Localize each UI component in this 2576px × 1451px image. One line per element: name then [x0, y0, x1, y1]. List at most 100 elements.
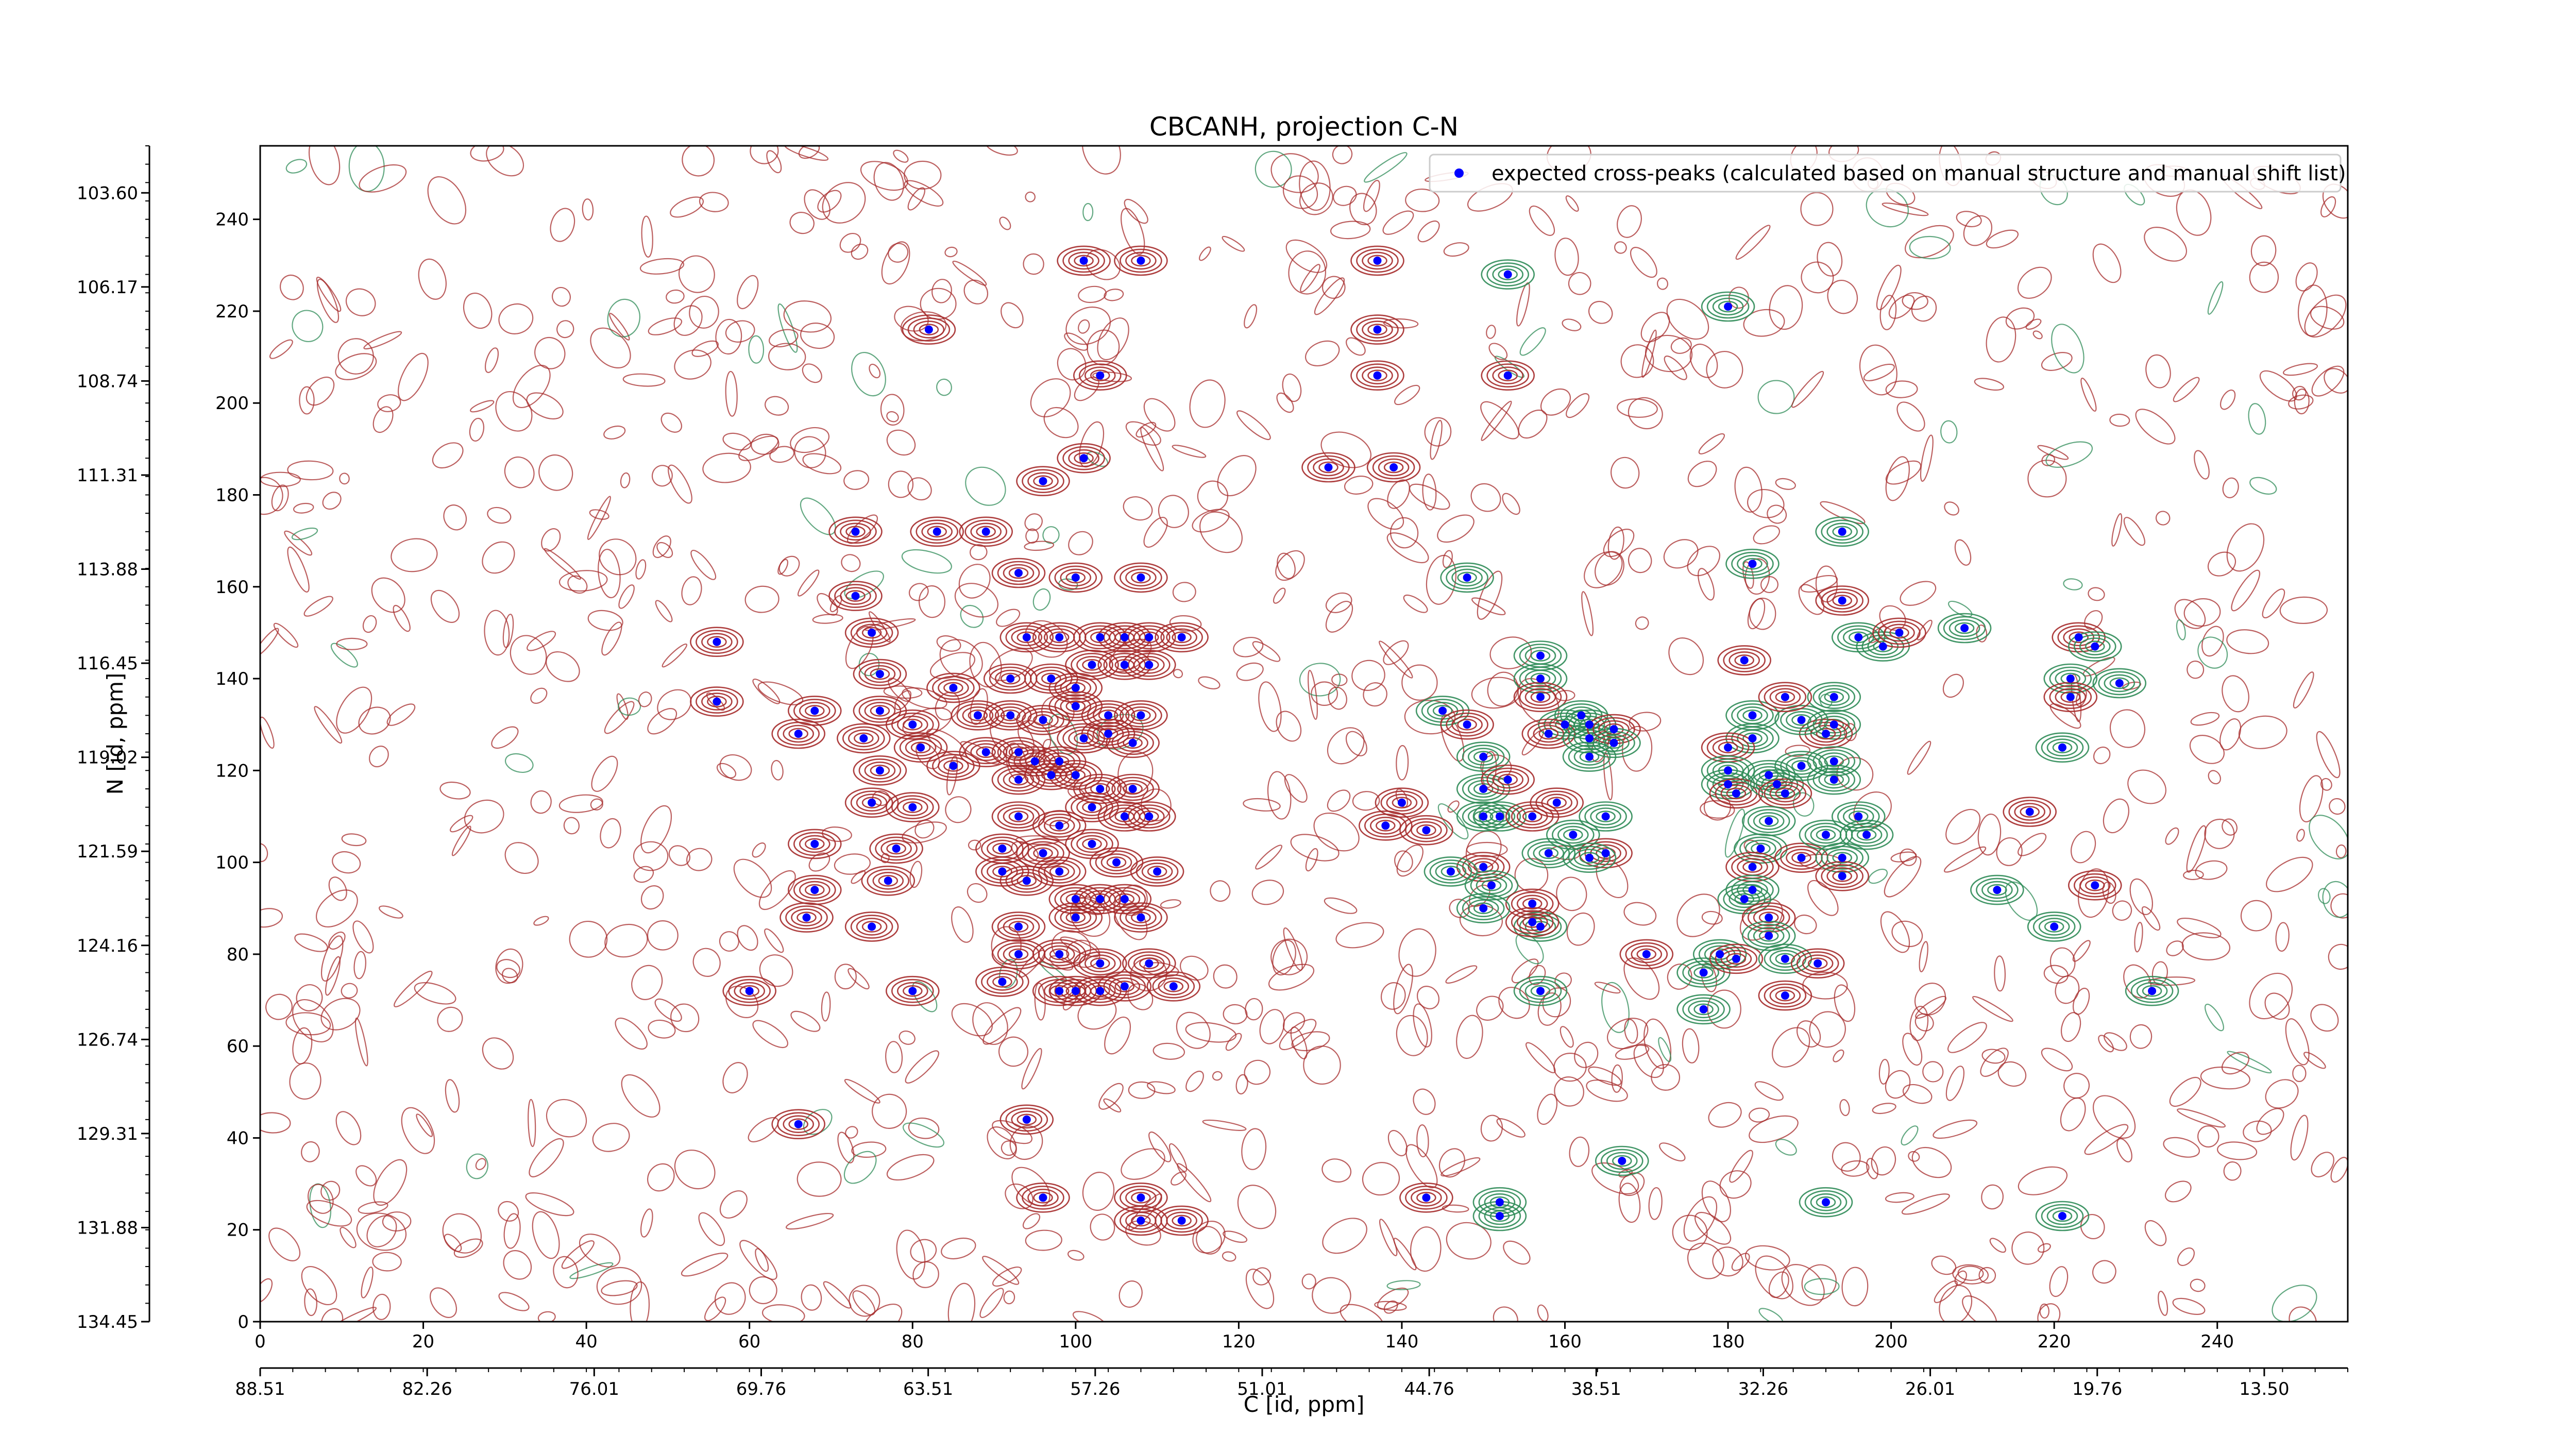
noise-contour [817, 190, 842, 213]
noise-contour [748, 335, 765, 364]
noise-contour [1009, 1125, 1043, 1160]
noise-contour [1241, 1128, 1267, 1170]
noise-contour [1127, 983, 1154, 1010]
noise-contour [1880, 911, 1910, 953]
noise-contour [1896, 401, 1925, 432]
noise-contour [2037, 445, 2069, 460]
noise-contour [2158, 1290, 2168, 1316]
noise-contour [960, 741, 1000, 765]
noise-contour [532, 1211, 560, 1259]
noise-contour [768, 329, 799, 348]
cross-peak-contour [788, 829, 842, 859]
noise-contour [1308, 669, 1318, 720]
noise-contour [1386, 532, 1429, 564]
noise-contour [1176, 1011, 1211, 1049]
noise-contour [1617, 398, 1658, 418]
noise-contour [2018, 1166, 2068, 1195]
noise-contour [2272, 1285, 2317, 1322]
expected-cross-peak [2091, 642, 2099, 651]
expected-cross-peak [1822, 730, 1830, 738]
cross-peak-contour [1815, 585, 1869, 616]
noise-contour [1503, 1240, 1531, 1265]
expected-cross-peak [1039, 716, 1047, 724]
noise-contour [1082, 203, 1094, 222]
cross-peak-contour [1350, 314, 1404, 345]
expected-cross-peak [1561, 720, 1569, 729]
noise-contour [2282, 363, 2318, 376]
expected-cross-peak [713, 697, 721, 706]
cross-peak-contour [1595, 1145, 1649, 1176]
y-axis-ppm: 134.45 131.88 129.31 126.74 124.16 121.59 119.… [77, 145, 150, 1332]
cross-peak-contour [1114, 562, 1168, 593]
noise-contour [2197, 1125, 2219, 1148]
cross-peak-contour [1513, 975, 1568, 1006]
cross-peak-contour [1758, 980, 1812, 1011]
noise-contour [299, 386, 315, 415]
expected-cross-peak [1422, 826, 1431, 835]
noise-contour [1908, 1151, 1920, 1162]
cross-peak-contour [2035, 732, 2090, 763]
noise-contour [496, 959, 520, 978]
noise-contour [670, 196, 704, 218]
noise-contour [269, 339, 293, 359]
noise-contour [260, 628, 279, 657]
noise-contour [2222, 675, 2249, 713]
expected-cross-peak [1724, 743, 1733, 752]
y-ppm-tick-label: 124.16 [77, 936, 138, 956]
noise-contour [657, 689, 692, 720]
expected-cross-peak [868, 628, 876, 637]
noise-contour [1235, 1074, 1248, 1094]
noise-contour [1288, 250, 1327, 295]
expected-cross-peak [1145, 661, 1154, 669]
noise-contour [1335, 922, 1384, 949]
noise-contour [1618, 1183, 1641, 1223]
expected-cross-peak [1422, 1193, 1431, 1202]
noise-contour [498, 1292, 530, 1311]
noise-contour [894, 690, 912, 711]
expected-cross-peak [1137, 1193, 1145, 1202]
noise-contour [1417, 220, 1440, 243]
expected-cross-peak [1740, 656, 1749, 665]
expected-cross-peak [1797, 762, 1806, 770]
cross-peak-contour [1016, 1183, 1070, 1213]
y-index-tick-label: 180 [215, 485, 249, 505]
noise-contour [2112, 900, 2132, 921]
noise-contour [737, 925, 758, 951]
expected-cross-peak [1781, 693, 1789, 701]
y-index-tick-label: 200 [215, 393, 249, 414]
noise-contour [1986, 316, 2016, 363]
noise-contour [1312, 1277, 1351, 1314]
noise-contour [2303, 1052, 2326, 1069]
noise-contour [590, 798, 603, 811]
expected-cross-peak [1838, 596, 1846, 605]
noise-contour [2011, 1231, 2045, 1265]
noise-contour [352, 920, 374, 954]
noise-contour [690, 550, 717, 580]
noise-contour [896, 1229, 926, 1280]
noise-contour [2041, 1048, 2073, 1072]
cross-peak-contour [1717, 645, 1771, 676]
expected-cross-peak [868, 798, 876, 807]
y-axis-label: N [id, ppm] [103, 673, 128, 795]
noise-contour [666, 289, 685, 304]
noise-contour [2166, 940, 2184, 956]
cross-peak-contour [1146, 971, 1201, 1002]
noise-contour [1409, 483, 1450, 510]
noise-contour [2279, 596, 2328, 625]
noise-contour [1025, 1229, 1062, 1251]
expected-cross-peak [1088, 661, 1096, 669]
noise-contour [1832, 1142, 1861, 1172]
noise-contour [1340, 1304, 1384, 1322]
noise-contour [1124, 198, 1148, 224]
noise-contour [1104, 1016, 1131, 1055]
noise-contour [1630, 247, 1657, 278]
noise-contour [526, 392, 564, 420]
noise-contour [1537, 1093, 1558, 1125]
expected-cross-peak [1055, 867, 1064, 876]
expected-cross-peak [851, 527, 860, 536]
noise-contour [845, 1126, 858, 1139]
noise-contour [1199, 511, 1243, 553]
expected-cross-peak [1569, 831, 1578, 839]
noise-contour [1327, 789, 1351, 812]
expected-cross-peak [1601, 812, 1610, 821]
